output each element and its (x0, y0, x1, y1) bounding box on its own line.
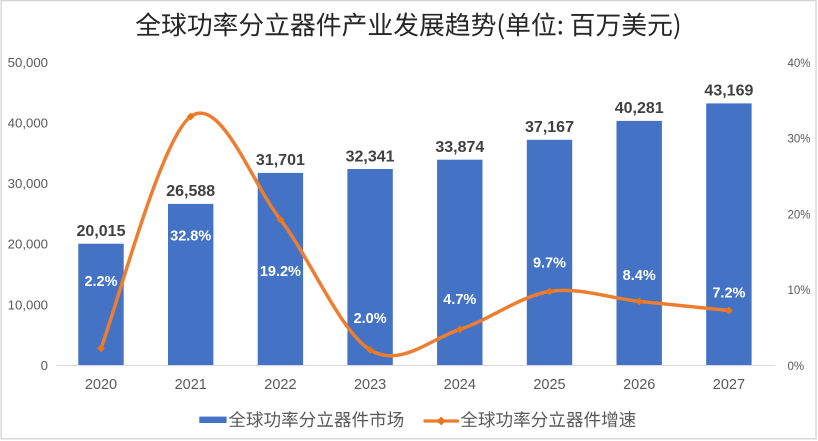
svg-text:20%: 20% (788, 209, 811, 221)
svg-text:20,000: 20,000 (8, 237, 48, 252)
svg-text:2022: 2022 (264, 377, 296, 393)
svg-text:20,015: 20,015 (77, 223, 126, 240)
svg-text:32,341: 32,341 (346, 148, 395, 165)
svg-text:30%: 30% (788, 134, 811, 146)
svg-text:0%: 0% (788, 361, 805, 373)
svg-text:31,701: 31,701 (256, 152, 305, 169)
svg-text:2021: 2021 (175, 377, 207, 393)
svg-text:0: 0 (41, 358, 48, 373)
svg-text:10,000: 10,000 (8, 297, 48, 312)
svg-text:4.7%: 4.7% (443, 292, 476, 308)
svg-text:2024: 2024 (444, 377, 476, 393)
svg-text:8.4%: 8.4% (623, 268, 656, 284)
svg-text:2027: 2027 (713, 377, 745, 393)
svg-text:2025: 2025 (533, 377, 565, 393)
svg-text:26,588: 26,588 (166, 183, 215, 200)
svg-text:40%: 40% (788, 58, 811, 70)
svg-text:19.2%: 19.2% (260, 264, 301, 280)
svg-text:32.8%: 32.8% (170, 229, 211, 245)
svg-text:40,281: 40,281 (615, 100, 664, 117)
svg-text:30,000: 30,000 (8, 176, 48, 191)
svg-text:43,169: 43,169 (704, 83, 753, 100)
svg-text:50,000: 50,000 (8, 55, 48, 70)
svg-text:2026: 2026 (623, 377, 655, 393)
svg-text:9.7%: 9.7% (533, 255, 566, 271)
svg-text:10%: 10% (788, 285, 811, 297)
svg-text:37,167: 37,167 (525, 119, 574, 136)
svg-text:2023: 2023 (354, 377, 386, 393)
svg-text:7.2%: 7.2% (712, 285, 745, 301)
svg-text:40,000: 40,000 (8, 116, 48, 131)
svg-text:2.0%: 2.0% (354, 311, 387, 327)
svg-text:2.2%: 2.2% (84, 274, 117, 290)
svg-text:2020: 2020 (85, 377, 117, 393)
svg-text:33,874: 33,874 (435, 139, 484, 156)
